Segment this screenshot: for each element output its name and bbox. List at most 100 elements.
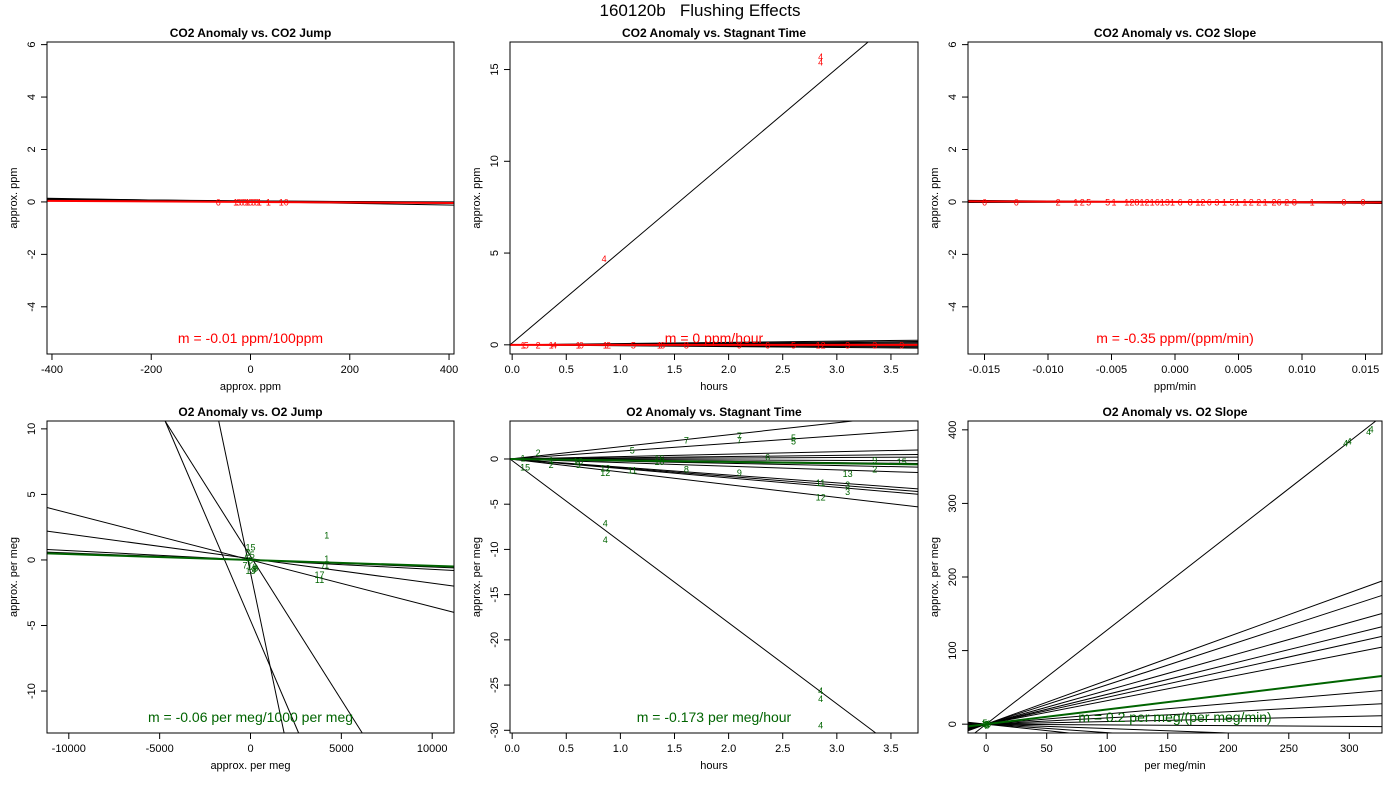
data-point: 9 bbox=[253, 563, 258, 573]
data-point: 2 bbox=[1056, 197, 1061, 207]
data-point: 8 bbox=[254, 197, 259, 207]
y-axis-label: approx. per meg bbox=[929, 537, 941, 617]
x-tick-label: 0.0 bbox=[505, 743, 520, 755]
data-point: 2 bbox=[536, 340, 541, 350]
data-point: 1 bbox=[245, 197, 250, 207]
regression-line bbox=[967, 626, 1383, 730]
regression-line bbox=[509, 458, 919, 495]
data-point: 1 bbox=[520, 454, 525, 464]
x-tick-label: 0.015 bbox=[1352, 364, 1380, 376]
y-tick-label: 6 bbox=[26, 42, 38, 48]
y-tick-label: 0 bbox=[489, 342, 501, 348]
regression-line bbox=[509, 458, 919, 508]
x-tick-label: -400 bbox=[41, 364, 63, 376]
data-point: 1 bbox=[1160, 197, 1165, 207]
data-point: 2 bbox=[1284, 197, 1289, 207]
plot-frame bbox=[509, 41, 919, 355]
data-point: 12 bbox=[600, 464, 610, 474]
data-point: 3 bbox=[1165, 197, 1170, 207]
data-point: 4 bbox=[1366, 427, 1371, 437]
x-tick-label: -200 bbox=[140, 364, 162, 376]
y-tick-label: -5 bbox=[26, 621, 38, 631]
data-point: 5 bbox=[250, 550, 255, 560]
y-tick-label: 100 bbox=[947, 641, 959, 659]
data-point: 8 bbox=[684, 464, 689, 474]
data-point: 3 bbox=[845, 487, 850, 497]
x-tick-label: -0.015 bbox=[969, 364, 1000, 376]
x-tick-label: 200 bbox=[341, 364, 359, 376]
regression-line bbox=[164, 420, 300, 734]
data-point: 0 bbox=[579, 340, 584, 350]
data-point: 8 bbox=[1292, 197, 1297, 207]
x-axis-label: ppm/min bbox=[1154, 381, 1196, 393]
regression-line bbox=[46, 530, 455, 587]
slope-annotation: m = -0.35 ppm/(ppm/min) bbox=[1096, 330, 1254, 346]
data-point: 2 bbox=[1272, 197, 1277, 207]
x-tick-label: -0.005 bbox=[1096, 364, 1127, 376]
fit-line bbox=[46, 552, 455, 568]
data-point: 10 bbox=[573, 456, 583, 466]
data-point: 6 bbox=[986, 719, 991, 729]
data-point: 1 bbox=[1310, 197, 1315, 207]
data-point: 6 bbox=[765, 453, 770, 463]
x-tick-label: 1.5 bbox=[667, 364, 682, 376]
x-tick-label: -0.010 bbox=[1032, 364, 1063, 376]
data-point: 0 bbox=[1360, 197, 1365, 207]
data-point: 2 bbox=[536, 448, 541, 458]
x-tick-label: 2.0 bbox=[721, 364, 736, 376]
regression-line bbox=[967, 580, 1383, 732]
data-point: 4 bbox=[818, 694, 823, 704]
chart-title: CO2 Anomaly vs. CO2 Jump bbox=[170, 26, 332, 40]
x-axis-label: approx. ppm bbox=[220, 381, 281, 393]
x-tick-label: -5000 bbox=[146, 743, 174, 755]
y-tick-label: -20 bbox=[489, 632, 501, 648]
x-tick-label: 100 bbox=[1098, 743, 1116, 755]
data-point: 3 bbox=[845, 340, 850, 350]
slope-annotation: m = 0.2 per meg/(per meg/min) bbox=[1078, 709, 1271, 725]
x-tick-label: 1.0 bbox=[613, 743, 628, 755]
x-axis-label: approx. per meg bbox=[210, 760, 290, 772]
data-point: 2 bbox=[1145, 197, 1150, 207]
regression-line bbox=[967, 715, 1383, 726]
data-point: 9 bbox=[985, 720, 990, 730]
data-point: 2 bbox=[1249, 197, 1254, 207]
data-point: 1 bbox=[257, 197, 262, 207]
data-point: 4 bbox=[603, 519, 608, 529]
data-point: 17 bbox=[315, 570, 325, 580]
data-point: 8 bbox=[242, 197, 247, 207]
data-point: 3 bbox=[1214, 197, 1219, 207]
x-tick-label: 200 bbox=[1219, 743, 1237, 755]
data-point: 2 bbox=[984, 720, 989, 730]
data-point: 1 bbox=[1073, 197, 1078, 207]
chart-title: O2 Anomaly vs. O2 Jump bbox=[178, 405, 322, 419]
y-axis-label: approx. ppm bbox=[8, 167, 20, 228]
data-point: 11 bbox=[315, 575, 324, 585]
y-tick-label: 300 bbox=[947, 494, 959, 512]
data-point: 9 bbox=[872, 455, 877, 465]
x-tick-label: 3.5 bbox=[883, 364, 898, 376]
data-point: 2 bbox=[606, 340, 611, 350]
data-point: 13 bbox=[843, 469, 853, 479]
regression-line bbox=[967, 635, 1383, 729]
data-point: 1 bbox=[266, 197, 271, 207]
data-point: 0 bbox=[1341, 197, 1346, 207]
data-point: 11 bbox=[628, 465, 637, 475]
regression-line bbox=[967, 703, 1383, 726]
plot-frame bbox=[509, 420, 919, 734]
data-point: 1 bbox=[1242, 197, 1247, 207]
y-tick-label: 2 bbox=[26, 146, 38, 152]
data-point: 4 bbox=[818, 720, 823, 730]
fit-line bbox=[967, 200, 1383, 204]
data-point: 11 bbox=[816, 478, 825, 488]
data-point: 1 bbox=[324, 531, 329, 541]
y-tick-label: -2 bbox=[26, 249, 38, 259]
data-point: 9 bbox=[737, 340, 742, 350]
regression-line bbox=[509, 41, 869, 346]
data-point: 15 bbox=[245, 542, 255, 552]
data-point: 4 bbox=[602, 254, 607, 264]
data-point: 1 bbox=[233, 197, 238, 207]
data-point: 3 bbox=[845, 480, 850, 490]
